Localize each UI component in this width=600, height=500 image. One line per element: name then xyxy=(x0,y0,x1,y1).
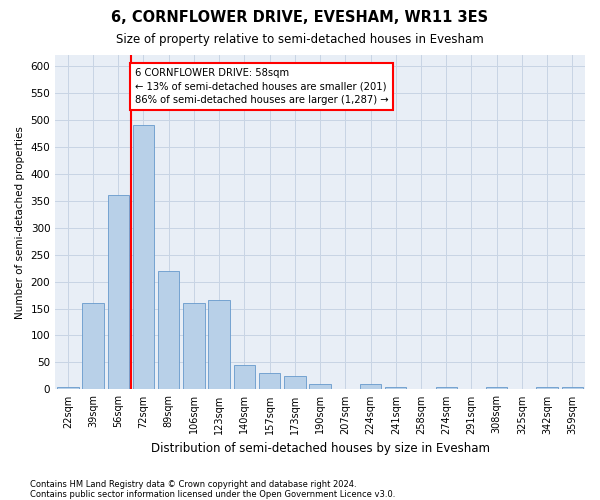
Text: Contains HM Land Registry data © Crown copyright and database right 2024.: Contains HM Land Registry data © Crown c… xyxy=(30,480,356,489)
Bar xyxy=(385,386,406,390)
Bar xyxy=(360,384,381,390)
Bar xyxy=(436,386,457,390)
Text: 6 CORNFLOWER DRIVE: 58sqm
← 13% of semi-detached houses are smaller (201)
86% of: 6 CORNFLOWER DRIVE: 58sqm ← 13% of semi-… xyxy=(134,68,388,105)
Bar xyxy=(158,271,179,390)
Bar xyxy=(562,386,583,390)
X-axis label: Distribution of semi-detached houses by size in Evesham: Distribution of semi-detached houses by … xyxy=(151,442,490,455)
Text: Size of property relative to semi-detached houses in Evesham: Size of property relative to semi-detach… xyxy=(116,32,484,46)
Bar xyxy=(536,386,558,390)
Bar xyxy=(233,365,255,390)
Bar xyxy=(259,373,280,390)
Bar xyxy=(208,300,230,390)
Bar xyxy=(57,386,79,390)
Bar xyxy=(183,303,205,390)
Bar xyxy=(107,195,129,390)
Text: Contains public sector information licensed under the Open Government Licence v3: Contains public sector information licen… xyxy=(30,490,395,499)
Bar xyxy=(284,376,305,390)
Bar xyxy=(310,384,331,390)
Bar xyxy=(133,125,154,390)
Text: 6, CORNFLOWER DRIVE, EVESHAM, WR11 3ES: 6, CORNFLOWER DRIVE, EVESHAM, WR11 3ES xyxy=(112,10,488,25)
Bar xyxy=(82,303,104,390)
Bar xyxy=(486,386,508,390)
Y-axis label: Number of semi-detached properties: Number of semi-detached properties xyxy=(15,126,25,318)
